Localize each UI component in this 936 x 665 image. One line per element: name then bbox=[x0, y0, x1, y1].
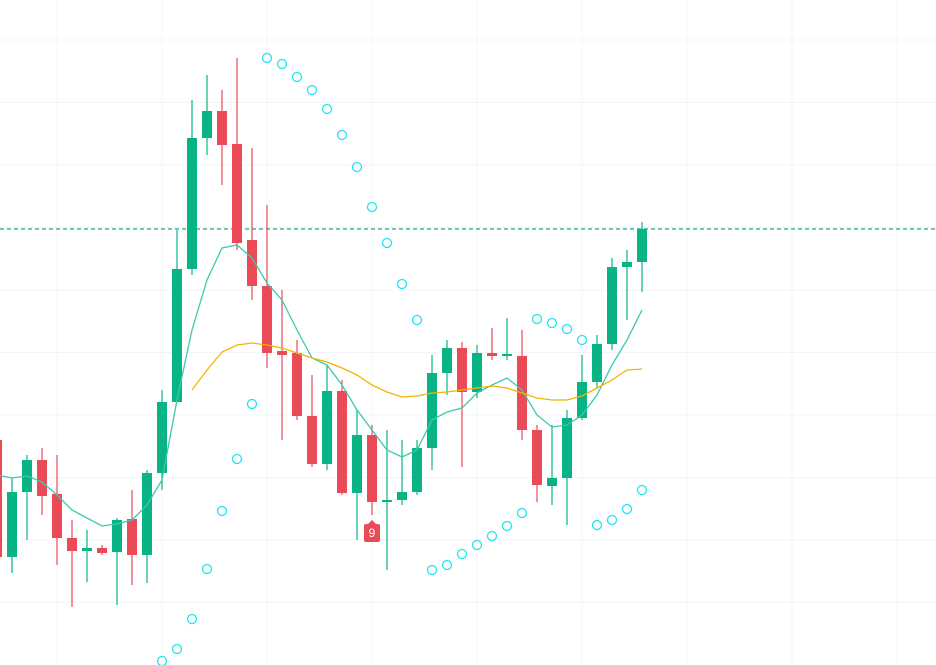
candle-body bbox=[157, 402, 167, 473]
sar-dot bbox=[291, 71, 303, 83]
candle-body bbox=[142, 473, 152, 555]
sar-dot bbox=[336, 129, 348, 141]
candle-body bbox=[592, 344, 602, 382]
candle-body bbox=[187, 138, 197, 269]
candle-body bbox=[547, 478, 557, 486]
candle-body bbox=[502, 354, 512, 356]
sar-dot bbox=[366, 201, 378, 213]
sar-dot bbox=[516, 507, 528, 519]
sar-dot bbox=[456, 548, 468, 560]
sar-dot bbox=[501, 520, 513, 532]
annotation-label: 9 bbox=[369, 526, 376, 540]
candle-body bbox=[562, 418, 572, 478]
sar-dot bbox=[471, 539, 483, 551]
candle-body bbox=[67, 538, 77, 551]
sar-dot bbox=[276, 58, 288, 70]
candle-body bbox=[7, 492, 17, 557]
candle-body bbox=[172, 269, 182, 402]
candle-body bbox=[622, 262, 632, 267]
candle-body bbox=[382, 500, 392, 502]
sar-dot bbox=[246, 398, 258, 410]
candle-body bbox=[52, 494, 62, 538]
candle-body bbox=[232, 144, 242, 243]
candle-body bbox=[292, 353, 302, 416]
sar-dot bbox=[351, 161, 363, 173]
sar-dot bbox=[261, 52, 273, 64]
candle-body bbox=[202, 111, 212, 138]
sar-dot bbox=[591, 519, 603, 531]
sar-dot bbox=[231, 453, 243, 465]
sar-dot bbox=[531, 313, 543, 325]
candle-body bbox=[37, 460, 47, 496]
ma-line bbox=[0, 244, 643, 527]
sar-dot bbox=[396, 278, 408, 290]
candle-body bbox=[427, 373, 437, 448]
candle-body bbox=[367, 435, 377, 502]
sar-dot bbox=[216, 505, 228, 517]
candle-body bbox=[337, 391, 347, 493]
candle-body bbox=[352, 435, 362, 493]
candle-body bbox=[487, 353, 497, 356]
sar-dot bbox=[441, 559, 453, 571]
sar-dot bbox=[576, 334, 588, 346]
sar-dot bbox=[201, 563, 213, 575]
candle-body bbox=[607, 267, 617, 344]
candle-body bbox=[127, 519, 137, 555]
sar-dot bbox=[636, 484, 648, 496]
candle-body bbox=[277, 351, 287, 355]
sar-dot bbox=[306, 84, 318, 96]
candle-body bbox=[577, 382, 587, 418]
sar-dot bbox=[156, 655, 168, 665]
ma-line bbox=[191, 342, 643, 401]
candle-body bbox=[322, 391, 332, 464]
candle-body bbox=[472, 353, 482, 392]
sar-dot bbox=[426, 564, 438, 576]
sar-dot bbox=[546, 317, 558, 329]
sar-dot bbox=[171, 643, 183, 655]
candle-body bbox=[0, 440, 2, 557]
sar-dot bbox=[561, 323, 573, 335]
candle-body bbox=[457, 348, 467, 392]
sar-dot bbox=[381, 237, 393, 249]
sar-dot bbox=[486, 530, 498, 542]
annotation-pointer bbox=[368, 520, 376, 524]
sar-dot bbox=[321, 103, 333, 115]
sar-dot bbox=[606, 514, 618, 526]
candle-body bbox=[217, 111, 227, 145]
candle-body bbox=[97, 548, 107, 553]
candle-body bbox=[307, 416, 317, 464]
annotation-box bbox=[364, 524, 380, 542]
candle-body bbox=[412, 448, 422, 492]
candle-body bbox=[442, 348, 452, 373]
candle-body bbox=[532, 430, 542, 485]
candle-body bbox=[262, 286, 272, 353]
candle-body bbox=[112, 520, 122, 552]
candle-body bbox=[247, 240, 257, 286]
sar-dot bbox=[186, 613, 198, 625]
sar-dot bbox=[411, 314, 423, 326]
candle-body bbox=[82, 548, 92, 551]
sar-dot bbox=[621, 503, 633, 515]
candle-body bbox=[637, 229, 647, 262]
candle-body bbox=[397, 492, 407, 500]
